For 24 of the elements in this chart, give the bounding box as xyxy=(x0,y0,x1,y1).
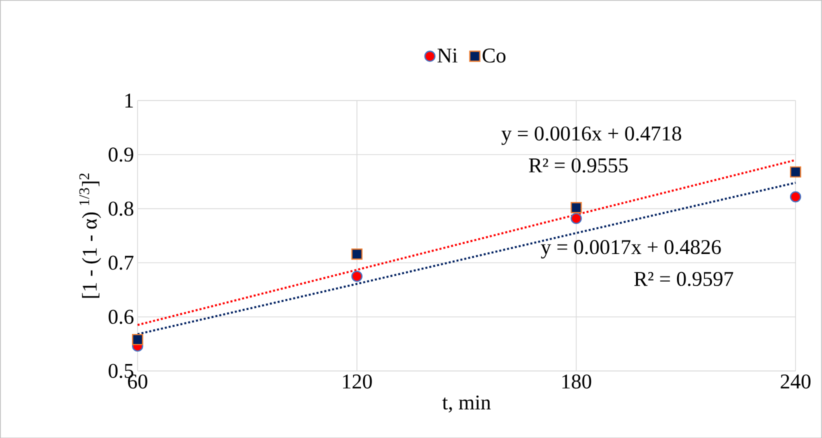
x-tick-label: 240 xyxy=(780,374,810,388)
y-axis-title: [1 - (1 - α) $^{1/3}$]$^{2}$ xyxy=(79,173,102,298)
y-tick-label: 0.7 xyxy=(108,255,134,270)
annotation: y = 0.0016x + 0.4718 xyxy=(501,126,682,145)
line-series xyxy=(136,158,797,326)
x-tick-label: 120 xyxy=(343,374,372,388)
y-tick-label: 0.9 xyxy=(108,147,134,162)
point xyxy=(570,202,582,213)
point xyxy=(790,191,802,202)
x-tick-label: 180 xyxy=(562,374,592,388)
x-axis-title: t, min xyxy=(442,395,491,412)
y-tick-label: 0.8 xyxy=(108,201,134,216)
point xyxy=(351,248,363,260)
legend-label: Co xyxy=(482,48,506,62)
point xyxy=(790,166,802,178)
point xyxy=(351,270,363,282)
y-tick-label: 0.6 xyxy=(108,310,134,324)
point xyxy=(132,334,144,345)
annotation: R² = 0.9597 xyxy=(634,272,734,286)
annotation: R² = 0.9555 xyxy=(528,158,628,172)
point xyxy=(570,212,582,224)
legend-label: Ni xyxy=(438,48,458,62)
y-tick-label: 1 xyxy=(125,93,133,108)
annotation: y = 0.0017x + 0.4826 xyxy=(540,240,721,258)
